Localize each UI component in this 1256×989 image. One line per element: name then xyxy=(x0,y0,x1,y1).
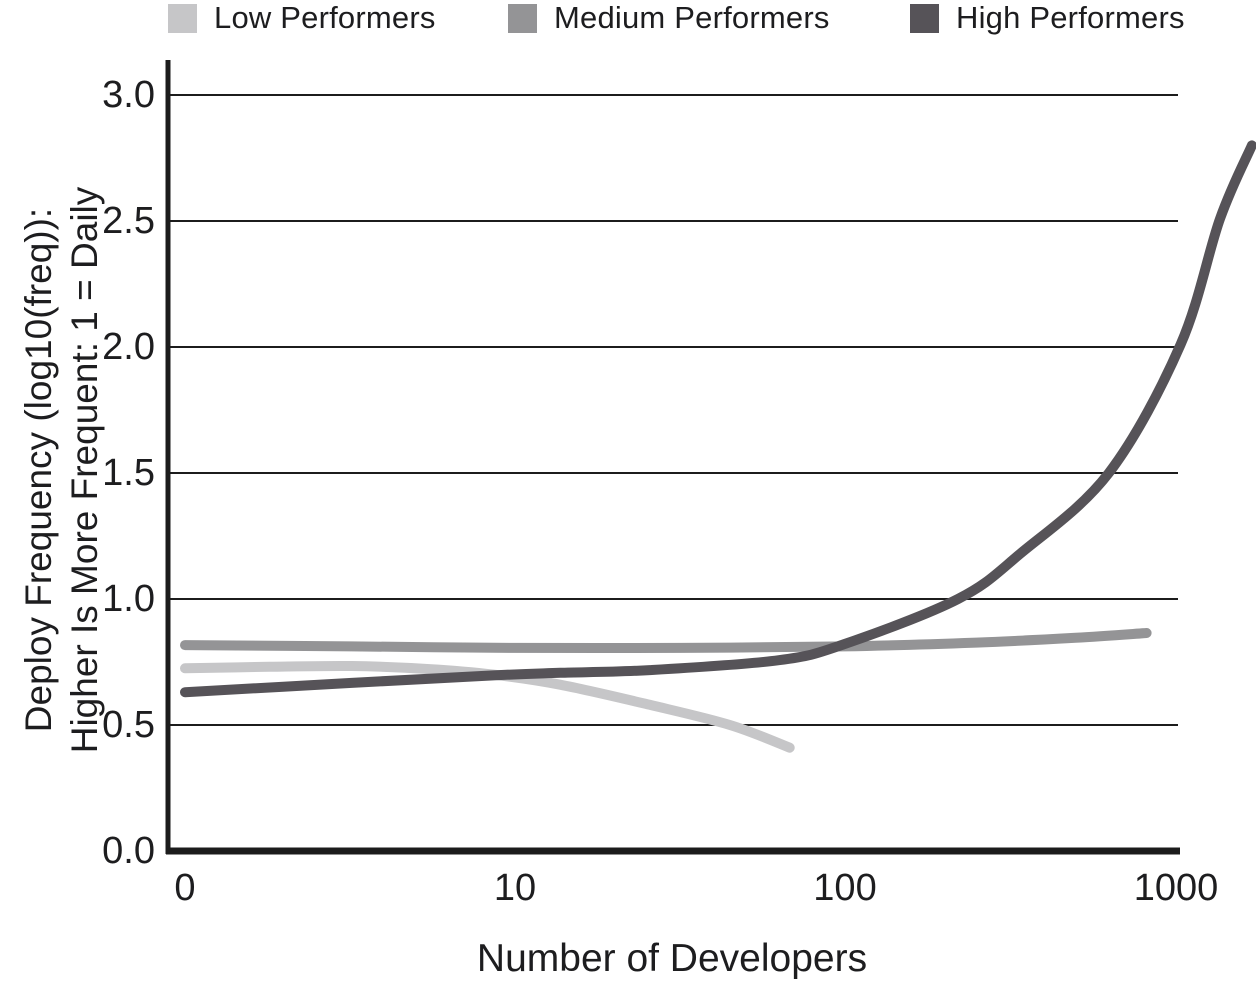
legend-item-medium: Medium Performers xyxy=(508,2,830,34)
y-tick-label: 0.0 xyxy=(102,830,155,872)
x-tick-label: 0 xyxy=(174,867,196,909)
legend-label: High Performers xyxy=(956,0,1185,35)
y-tick-label: 2.5 xyxy=(102,200,155,242)
x-tick-label: 1000 xyxy=(1133,867,1219,909)
x-axis-title: Number of Developers xyxy=(476,937,868,980)
x-tick-label: 100 xyxy=(813,867,877,909)
y-tick-label: 3.0 xyxy=(102,74,155,116)
legend-item-low: Low Performers xyxy=(168,2,436,34)
legend-swatch-low xyxy=(168,3,197,33)
legend-label: Medium Performers xyxy=(554,0,830,35)
legend-item-high: High Performers xyxy=(910,2,1185,34)
legend-label: Low Performers xyxy=(214,0,436,35)
y-tick-label: 1.0 xyxy=(102,578,155,620)
y-tick-label: 1.5 xyxy=(102,452,155,494)
y-tick-label: 0.5 xyxy=(102,704,155,746)
series-line-high-performers xyxy=(180,140,1256,698)
series-line-medium-performers xyxy=(180,628,1152,654)
legend-swatch-high xyxy=(910,3,939,33)
x-tick-label: 10 xyxy=(493,867,537,909)
legend-swatch-medium xyxy=(508,3,537,33)
y-tick-label: 2.0 xyxy=(102,326,155,368)
